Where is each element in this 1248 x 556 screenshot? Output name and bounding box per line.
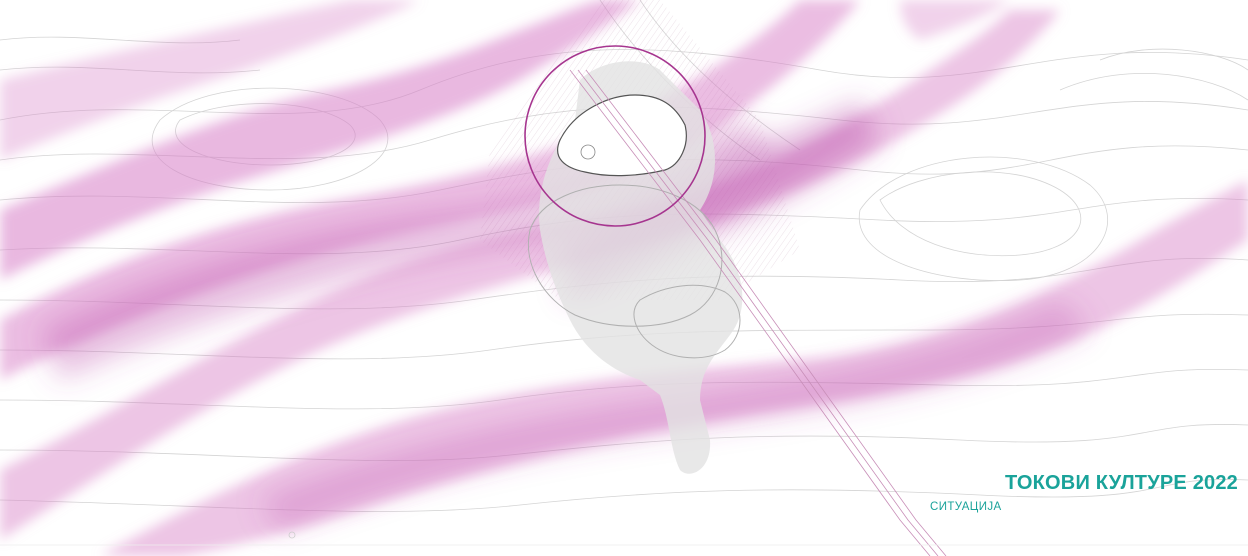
project-title: ТОКОВИ КУЛТУРЕ 2022 [1004, 472, 1238, 494]
drawing-subtitle: СИТУАЦИЈА [930, 501, 1002, 513]
grid-markers [0, 531, 1248, 546]
building-footprint [528, 61, 743, 474]
access-path [569, 69, 947, 556]
site-highlight-ring [524, 45, 706, 227]
